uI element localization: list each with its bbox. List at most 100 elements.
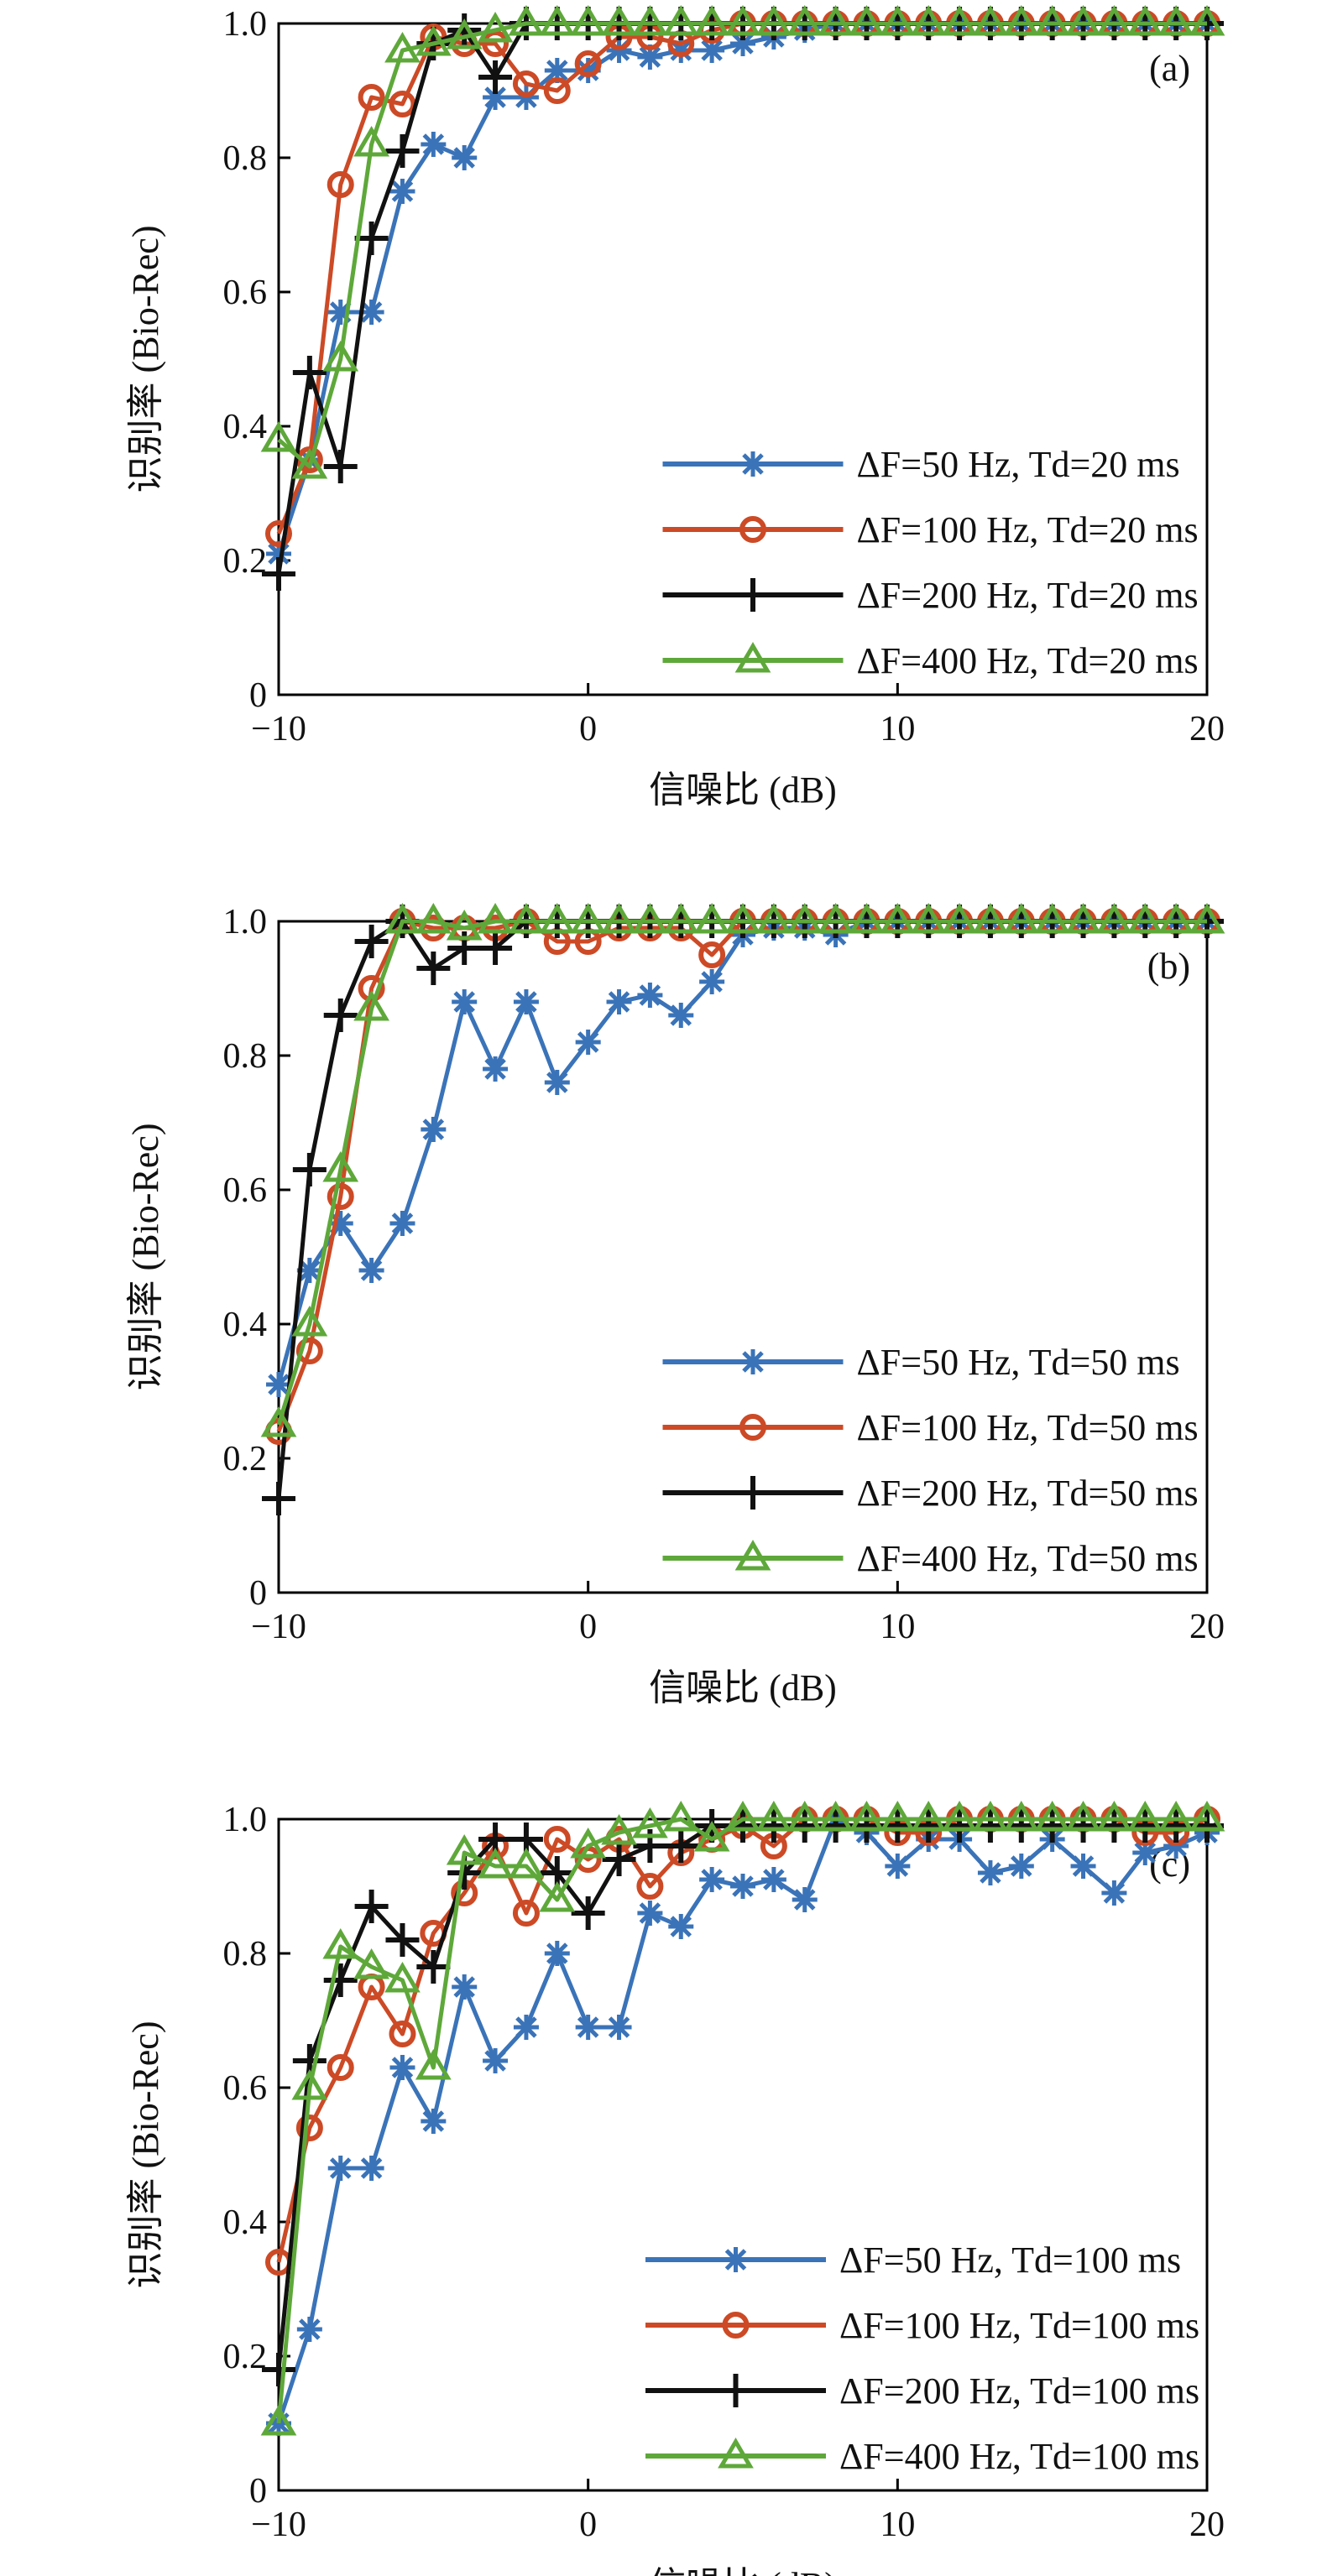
data-point: [1096, 903, 1132, 934]
data-point: [446, 910, 483, 941]
legend-swatch-marker: [734, 1540, 771, 1571]
data-point: [421, 1117, 447, 1142]
data-point: [389, 91, 416, 117]
data-point: [1189, 5, 1225, 36]
data-point: [910, 903, 947, 934]
data-point: [972, 1801, 1009, 1832]
data-point: [699, 38, 725, 63]
data-point: [606, 989, 632, 1014]
y-tick-label: 0.8: [223, 1935, 268, 1974]
data-point: [323, 1963, 358, 1997]
data-point: [544, 1941, 570, 1966]
series-line: [276, 1817, 1207, 2424]
x-tick-label: 0: [579, 1608, 597, 1646]
data-point: [1126, 5, 1163, 36]
data-point: [292, 1153, 327, 1186]
y-axis-title: 识别率 (Bio-Rec): [125, 226, 166, 493]
data-point: [1034, 5, 1071, 36]
data-point: [327, 300, 353, 325]
data-point: [699, 969, 725, 994]
data-point: [818, 5, 854, 36]
legend-item-f-200-hz-td-20-ms: ΔF=200 Hz, Td=20 ms: [662, 575, 1199, 616]
data-point: [265, 520, 292, 547]
data-point: [575, 1030, 601, 1055]
data-point: [262, 557, 295, 591]
legend-item-f-400-hz-td-50-ms: ΔF=400 Hz, Td=50 ms: [662, 1538, 1199, 1579]
data-point: [730, 1874, 755, 1899]
data-point: [730, 31, 755, 56]
legend-item-f-100-hz-td-50-ms: ΔF=100 Hz, Td=50 ms: [662, 1407, 1199, 1448]
data-point: [910, 1801, 947, 1832]
data-point: [421, 2109, 447, 2134]
data-point: [941, 903, 978, 934]
legend-label: ΔF=50 Hz, Td=50 ms: [857, 1342, 1180, 1383]
legend-label: ΔF=400 Hz, Td=100 ms: [839, 2436, 1199, 2477]
data-point: [636, 1873, 664, 1900]
data-point: [606, 2015, 632, 2040]
data-point: [755, 1801, 792, 1832]
data-point: [632, 1807, 668, 1838]
x-axis-title: 信噪比 (dB): [649, 2565, 837, 2576]
data-point: [539, 5, 576, 36]
data-point: [637, 1901, 663, 1926]
data-point: [1034, 903, 1071, 934]
data-point: [786, 1801, 823, 1832]
data-point: [389, 2021, 416, 2047]
data-point: [1003, 5, 1040, 36]
data-point: [513, 989, 539, 1014]
data-point: [570, 1828, 607, 1859]
data-point: [478, 931, 513, 965]
data-point: [601, 1814, 637, 1845]
x-tick-label: 20: [1189, 710, 1225, 748]
data-point: [358, 300, 384, 325]
data-point: [849, 903, 885, 934]
data-point: [513, 2015, 539, 2040]
data-point: [662, 5, 699, 36]
data-point: [543, 77, 571, 104]
data-point: [879, 5, 916, 36]
y-tick-label: 0.4: [223, 2203, 268, 2242]
data-point: [353, 990, 389, 1021]
data-point: [818, 1801, 854, 1832]
data-point: [384, 903, 421, 934]
data-point: [416, 952, 451, 985]
data-point: [358, 1258, 384, 1283]
data-point: [353, 1948, 389, 1979]
data-point: [354, 925, 389, 958]
data-point: [512, 70, 540, 97]
data-point: [262, 1482, 295, 1515]
data-point: [755, 5, 792, 36]
legend-swatch-marker: [722, 2312, 750, 2339]
panel-label: (b): [1147, 946, 1190, 987]
x-tick-label: 0: [579, 710, 597, 748]
legend-label: ΔF=100 Hz, Td=20 ms: [857, 509, 1199, 550]
x-tick-label: 10: [880, 1608, 915, 1646]
data-point: [260, 1406, 297, 1437]
data-point: [1070, 1854, 1096, 1879]
legend-swatch-marker: [723, 2247, 749, 2272]
data-point: [389, 1211, 415, 1236]
data-point: [421, 132, 447, 157]
data-point: [322, 1151, 359, 1182]
data-point: [477, 903, 514, 934]
data-point: [452, 989, 478, 1014]
data-point: [477, 12, 514, 43]
data-point: [849, 1801, 885, 1832]
data-point: [327, 171, 354, 198]
data-point: [385, 134, 420, 168]
data-point: [477, 1848, 514, 1879]
series-line: [277, 21, 1207, 469]
data-point: [262, 2353, 295, 2386]
legend-item-f-50-hz-td-20-ms: ΔF=50 Hz, Td=20 ms: [662, 444, 1180, 485]
data-point: [786, 5, 823, 36]
data-point: [260, 2405, 297, 2436]
data-point: [327, 2054, 354, 2081]
data-point: [972, 5, 1009, 36]
legend: ΔF=50 Hz, Td=50 ms ΔF=100 Hz, Td=50 ms ΔF=…: [662, 1342, 1199, 1579]
x-tick-label: −10: [251, 2506, 306, 2544]
data-point: [637, 44, 663, 70]
data-point: [385, 1923, 420, 1957]
data-point: [358, 2156, 384, 2181]
data-point: [1003, 903, 1040, 934]
legend-swatch-marker: [739, 516, 766, 543]
